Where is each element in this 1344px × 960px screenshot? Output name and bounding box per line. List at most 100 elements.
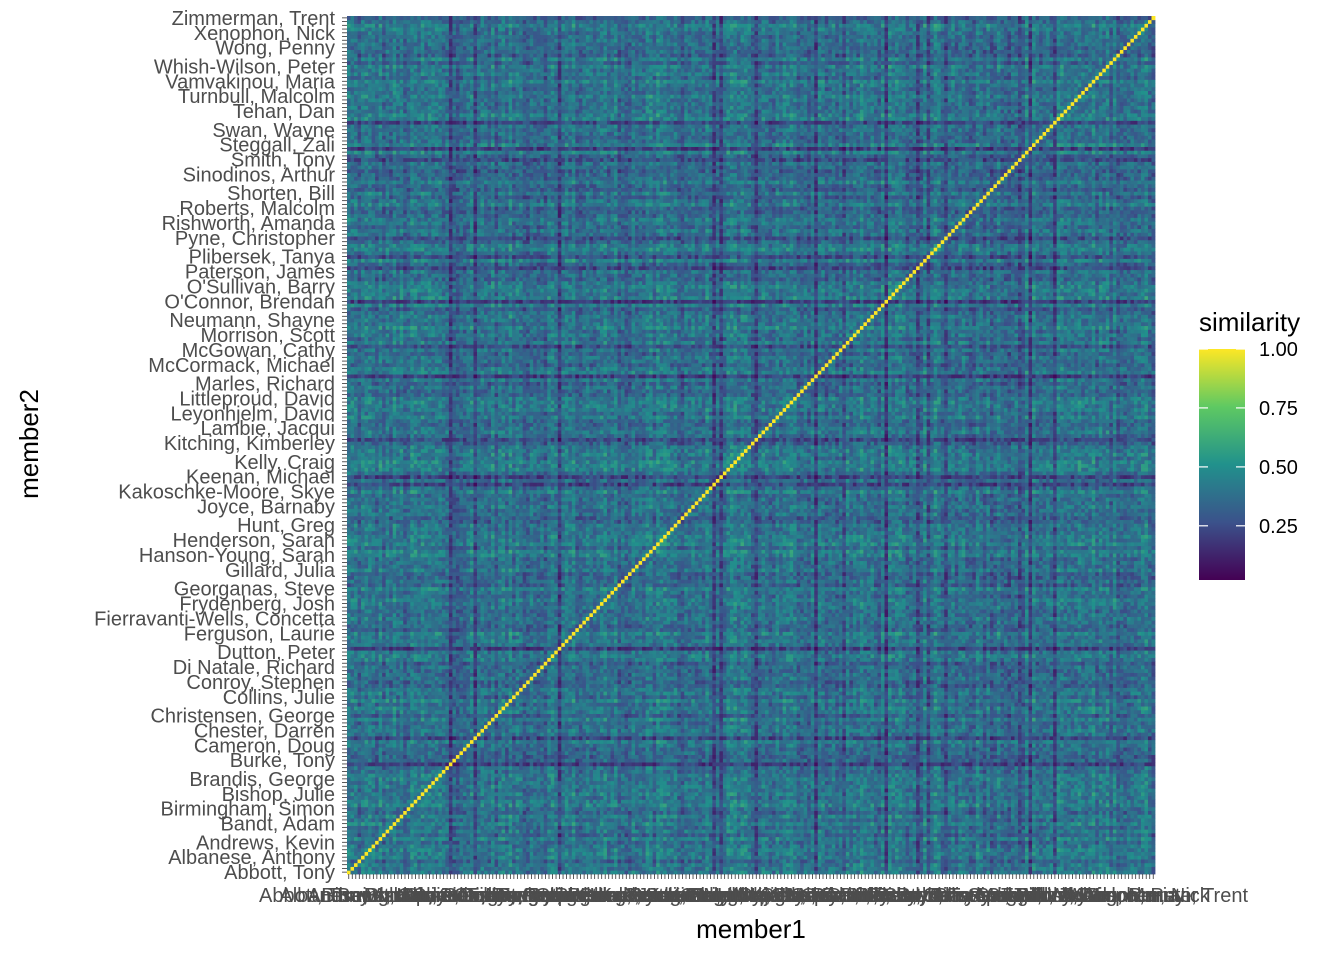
heatmap-cell: [649, 859, 653, 863]
heatmap-cell: [488, 855, 492, 859]
heatmap-cell: [1092, 844, 1096, 848]
heatmap-cell: [863, 837, 867, 841]
heatmap-cell: [1057, 848, 1061, 852]
heatmap-cell: [365, 848, 369, 852]
heatmap-cell: [934, 855, 938, 859]
heatmap-cell: [846, 833, 850, 837]
heatmap-cell: [832, 852, 836, 856]
heatmap-cell: [965, 837, 969, 841]
heatmap-cell: [1088, 867, 1092, 871]
heatmap-cell: [702, 840, 706, 844]
heatmap-cell: [920, 833, 924, 837]
heatmap-cell: [607, 863, 611, 867]
heatmap-cell: [842, 852, 846, 856]
heatmap-cell: [818, 859, 822, 863]
heatmap-cell: [814, 867, 818, 871]
heatmap-cell: [797, 840, 801, 844]
heatmap-cell: [825, 844, 829, 848]
heatmap-cell: [719, 867, 723, 871]
heatmap-cell: [786, 859, 790, 863]
heatmap-cell: [1095, 837, 1099, 841]
heatmap-cell: [470, 870, 474, 874]
heatmap-cell: [818, 837, 822, 841]
heatmap-cell: [459, 848, 463, 852]
heatmap-cell: [825, 833, 829, 837]
heatmap-cell: [976, 840, 980, 844]
heatmap-cell: [705, 844, 709, 848]
heatmap-cell: [716, 840, 720, 844]
heatmap-cell: [1106, 863, 1110, 867]
heatmap-cell: [1046, 867, 1050, 871]
heatmap-cell: [772, 848, 776, 852]
heatmap-cell: [1039, 852, 1043, 856]
heatmap-cell: [1109, 870, 1113, 874]
heatmap-cell: [821, 855, 825, 859]
heatmap-cell: [414, 837, 418, 841]
heatmap-cell: [937, 837, 941, 841]
heatmap-cell: [561, 840, 565, 844]
heatmap-cell: [589, 867, 593, 871]
heatmap-cell: [677, 870, 681, 874]
heatmap-cell: [554, 852, 558, 856]
heatmap-cell: [762, 833, 766, 837]
heatmap-cell: [874, 852, 878, 856]
heatmap-cell: [786, 840, 790, 844]
heatmap-cell: [786, 867, 790, 871]
heatmap-cell: [600, 844, 604, 848]
heatmap-cell: [589, 848, 593, 852]
heatmap-cell: [1025, 844, 1029, 848]
heatmap-cell: [821, 867, 825, 871]
heatmap-cell: [509, 867, 513, 871]
heatmap-cell: [561, 870, 565, 874]
heatmap-cell: [737, 833, 741, 837]
heatmap-cell: [410, 867, 414, 871]
heatmap-cell: [417, 855, 421, 859]
heatmap-cell: [449, 848, 453, 852]
heatmap-cell: [902, 867, 906, 871]
heatmap-cell: [523, 852, 527, 856]
heatmap-cell: [695, 840, 699, 844]
heatmap-cell: [589, 837, 593, 841]
heatmap-cell: [660, 870, 664, 874]
heatmap-cell: [733, 840, 737, 844]
heatmap-cell: [438, 870, 442, 874]
heatmap-cell: [990, 844, 994, 848]
heatmap-cell: [958, 859, 962, 863]
heatmap-cell: [951, 867, 955, 871]
heatmap-cell: [797, 844, 801, 848]
heatmap-cell: [681, 833, 685, 837]
heatmap-cell: [737, 859, 741, 863]
heatmap-cell: [410, 833, 414, 837]
heatmap-cell: [516, 837, 520, 841]
heatmap-cell: [495, 863, 499, 867]
heatmap-cell: [1144, 848, 1148, 852]
heatmap-cell: [481, 859, 485, 863]
heatmap-cell: [835, 844, 839, 848]
heatmap-cell: [498, 852, 502, 856]
heatmap-cell: [1011, 848, 1015, 852]
heatmap-cell: [579, 863, 583, 867]
heatmap-cell: [842, 859, 846, 863]
heatmap-cell: [797, 867, 801, 871]
heatmap-cell: [516, 848, 520, 852]
heatmap-cell: [920, 837, 924, 841]
heatmap-cell: [379, 867, 383, 871]
heatmap-cell: [1071, 867, 1075, 871]
heatmap-cell: [607, 833, 611, 837]
heatmap-cell: [1106, 852, 1110, 856]
heatmap-cell: [877, 867, 881, 871]
heatmap-cell: [596, 837, 600, 841]
heatmap-cell: [610, 870, 614, 874]
heatmap-cell: [681, 859, 685, 863]
heatmap-cell: [951, 859, 955, 863]
heatmap-cell: [825, 867, 829, 871]
heatmap-cell: [776, 855, 780, 859]
heatmap-cell: [502, 859, 506, 863]
heatmap-cell: [1095, 867, 1099, 871]
heatmap-cell: [839, 870, 843, 874]
heatmap-cell: [976, 867, 980, 871]
heatmap-cell: [625, 855, 629, 859]
heatmap-cell: [1039, 844, 1043, 848]
heatmap-cell: [825, 870, 829, 874]
heatmap-cell: [1078, 867, 1082, 871]
